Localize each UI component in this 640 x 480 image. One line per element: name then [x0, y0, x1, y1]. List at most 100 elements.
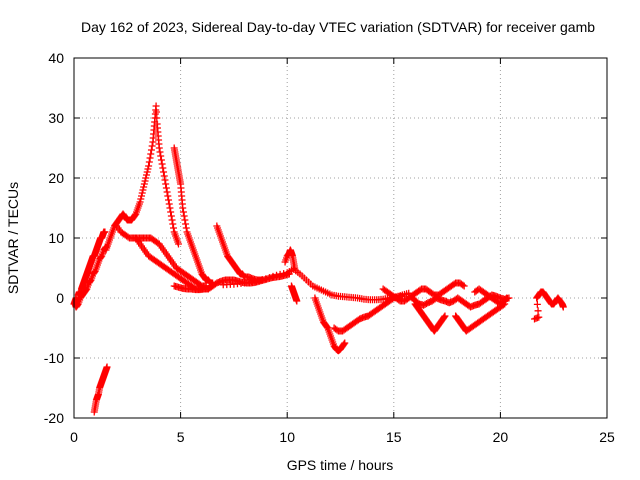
- y-tick-label: 20: [48, 170, 64, 186]
- data-point: [141, 177, 149, 185]
- data-point: [131, 211, 139, 219]
- data-point: [101, 228, 109, 236]
- data-point: [340, 340, 348, 348]
- data-point: [262, 275, 270, 283]
- data-point: [459, 281, 467, 289]
- data-point: [139, 186, 147, 194]
- data-point: [258, 276, 266, 284]
- data-point: [147, 146, 155, 154]
- data-point: [163, 188, 171, 196]
- data-point: [145, 162, 153, 170]
- data-point: [165, 196, 173, 204]
- data-point: [91, 268, 99, 276]
- data-point: [162, 184, 170, 192]
- data-point: [180, 212, 188, 220]
- series-end-cluster: [531, 288, 567, 323]
- data-point: [147, 150, 155, 158]
- data-point: [103, 363, 111, 371]
- data-point: [276, 270, 284, 278]
- grid: [74, 58, 607, 418]
- y-axis-label: SDTVAR / TECUs: [5, 182, 21, 294]
- data-point: [265, 274, 273, 282]
- y-tick-label: 0: [56, 290, 64, 306]
- series-second-peak: [170, 144, 217, 287]
- x-tick-label: 10: [279, 429, 295, 445]
- data-point: [148, 142, 156, 150]
- x-tick-label: 15: [386, 429, 402, 445]
- data-point: [160, 172, 168, 180]
- data-point: [440, 313, 448, 321]
- data-point: [166, 204, 174, 212]
- data-point: [182, 220, 190, 228]
- data-point: [152, 108, 160, 116]
- series-spike-10h: [281, 246, 299, 272]
- data-point: [174, 240, 182, 248]
- axis-ticks: 0 5 10 15 20 25 -20 -10 0 10 20 30 40: [44, 50, 615, 445]
- data-point: [137, 195, 145, 203]
- data-point: [398, 292, 406, 300]
- y-tick-label: -10: [44, 350, 64, 366]
- series-late-scatter-e: [471, 285, 511, 308]
- data-point: [152, 102, 160, 110]
- data-point: [138, 189, 146, 197]
- data-point: [559, 303, 567, 311]
- data-point: [167, 208, 175, 216]
- chart-title: Day 162 of 2023, Sidereal Day-to-day VTE…: [81, 19, 595, 35]
- data-point: [82, 286, 90, 294]
- data-point: [156, 148, 164, 156]
- data-point: [167, 212, 175, 220]
- data-point: [153, 114, 161, 122]
- data-marks: [70, 102, 567, 416]
- data-point: [534, 307, 542, 315]
- data-point: [142, 171, 150, 179]
- data-point: [341, 339, 349, 347]
- data-point: [86, 277, 94, 285]
- data-point: [143, 168, 151, 176]
- data-point: [145, 158, 153, 166]
- data-point: [179, 204, 187, 212]
- data-point: [255, 276, 263, 284]
- data-point: [161, 176, 169, 184]
- x-axis-label: GPS time / hours: [287, 457, 394, 473]
- data-point: [155, 144, 163, 152]
- data-point: [169, 220, 177, 228]
- x-tick-label: 25: [599, 429, 615, 445]
- data-point: [157, 152, 165, 160]
- data-point: [162, 180, 170, 188]
- data-point: [280, 270, 288, 278]
- series-dip-12h: [311, 294, 349, 355]
- data-point: [273, 271, 281, 279]
- series-drop-10h: [287, 282, 301, 305]
- series-recovery-12h: [330, 292, 406, 335]
- data-point: [502, 295, 510, 303]
- data-point: [164, 192, 172, 200]
- data-point: [181, 216, 189, 224]
- x-tick-label: 20: [493, 429, 509, 445]
- data-point: [535, 313, 543, 321]
- data-point: [159, 164, 167, 172]
- y-tick-label: 40: [48, 50, 64, 66]
- data-point: [74, 301, 82, 309]
- data-point: [503, 294, 511, 302]
- data-point: [291, 264, 299, 272]
- data-point: [140, 180, 148, 188]
- plot-frame: [73, 57, 608, 419]
- x-tick-label: 0: [70, 429, 78, 445]
- data-point: [157, 156, 165, 164]
- data-point: [165, 200, 173, 208]
- data-point: [323, 323, 331, 331]
- series-mid-band: [219, 265, 413, 304]
- y-tick-label: 10: [48, 230, 64, 246]
- data-point: [182, 224, 190, 232]
- data-point: [140, 183, 148, 191]
- x-tick-label: 5: [177, 429, 185, 445]
- series-early-rise: [70, 228, 109, 308]
- data-point: [251, 277, 259, 285]
- data-point: [146, 154, 154, 162]
- data-point: [169, 224, 177, 232]
- data-point: [460, 282, 468, 290]
- series-early-lower-branch: [71, 243, 110, 311]
- data-point: [441, 312, 449, 320]
- data-point: [533, 300, 541, 308]
